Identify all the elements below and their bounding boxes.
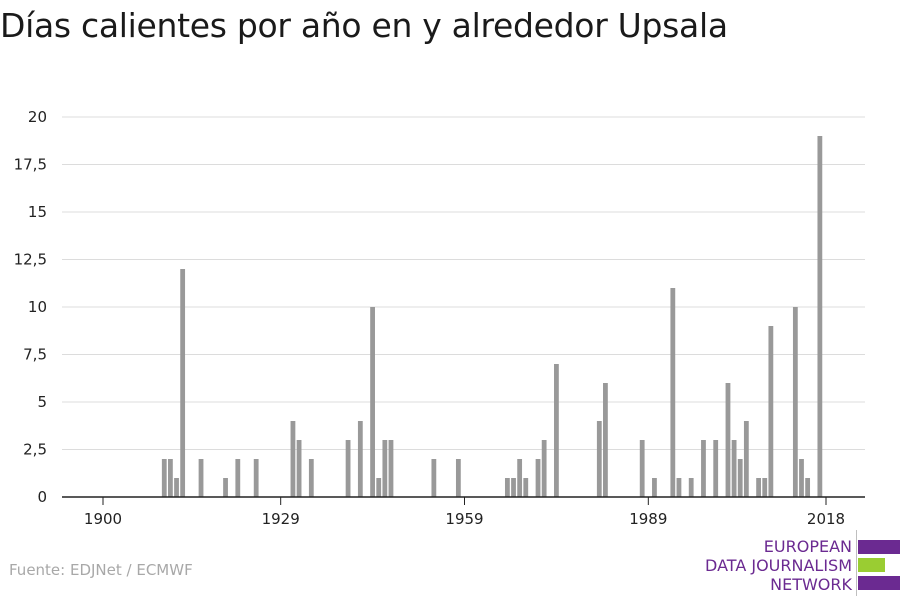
bar	[762, 478, 768, 497]
x-axis-ticks: 1900 1929 1959 1989 2018	[84, 497, 845, 528]
y-tick-label: 0	[37, 488, 47, 506]
bar	[174, 478, 179, 497]
y-axis-ticks: 0 2,5 5 7,5 10 12,5 15 17,5 20	[14, 108, 47, 506]
bar	[223, 478, 228, 497]
bar	[731, 440, 737, 497]
bar	[517, 459, 523, 497]
bar	[541, 440, 547, 497]
bar	[504, 478, 510, 497]
x-tick-label: 1989	[629, 510, 667, 528]
bar	[168, 459, 173, 497]
logo-line-2: DATA JOURNALISM	[705, 556, 852, 575]
bar	[535, 459, 541, 497]
bar	[596, 421, 602, 497]
bar	[290, 421, 296, 497]
logo-divider	[856, 530, 857, 596]
x-tick-label: 1900	[84, 510, 122, 528]
bar	[382, 440, 388, 497]
bar	[455, 459, 461, 497]
bar	[670, 288, 676, 497]
bar	[308, 459, 314, 497]
bar	[688, 478, 694, 497]
bar	[523, 478, 529, 497]
bar	[235, 459, 241, 497]
chart-title: Días calientes por año en y alrededor Up…	[0, 6, 728, 45]
bar	[511, 478, 516, 497]
x-tick-label: 2018	[807, 510, 845, 528]
y-tick-label: 12,5	[14, 251, 47, 269]
bar	[768, 326, 774, 497]
bar	[799, 459, 804, 497]
logo-bar-purple-top	[858, 540, 900, 554]
bar	[725, 383, 731, 497]
y-tick-label: 15	[28, 203, 47, 221]
y-tick-label: 10	[28, 298, 47, 316]
logo-bar-purple-bottom	[858, 576, 900, 590]
bar	[713, 440, 719, 497]
bar	[253, 459, 259, 497]
bar	[431, 459, 437, 497]
bar	[180, 269, 186, 497]
bar	[376, 478, 382, 497]
bar	[388, 440, 394, 497]
bar	[161, 459, 167, 497]
bar	[737, 459, 743, 497]
edjnet-logo: EUROPEAN DATA JOURNALISM NETWORK	[700, 530, 900, 598]
bar	[639, 440, 645, 497]
bars	[161, 136, 823, 497]
bar	[805, 478, 811, 497]
bar	[756, 478, 761, 497]
bar	[198, 459, 204, 497]
gridlines	[62, 116, 865, 450]
bar	[817, 136, 823, 497]
y-tick-label: 5	[37, 393, 47, 411]
x-tick-label: 1929	[262, 510, 300, 528]
y-tick-label: 17,5	[14, 156, 47, 174]
y-tick-label: 7,5	[23, 346, 47, 364]
bar	[296, 440, 302, 497]
x-tick-label: 1959	[445, 510, 483, 528]
bar	[345, 440, 351, 497]
bar	[370, 307, 375, 497]
bar	[603, 383, 608, 497]
logo-bar-green	[858, 558, 885, 572]
logo-line-3: NETWORK	[770, 575, 852, 594]
bar	[701, 440, 706, 497]
bar	[357, 421, 363, 497]
bar	[676, 478, 682, 497]
bar	[743, 421, 749, 497]
source-note: Fuente: EDJNet / ECMWF	[9, 561, 193, 579]
bar	[792, 307, 798, 497]
bar	[652, 478, 657, 497]
y-tick-label: 20	[28, 108, 47, 126]
logo-line-1: EUROPEAN	[763, 537, 852, 556]
y-tick-label: 2,5	[23, 441, 47, 459]
bar	[554, 364, 559, 497]
